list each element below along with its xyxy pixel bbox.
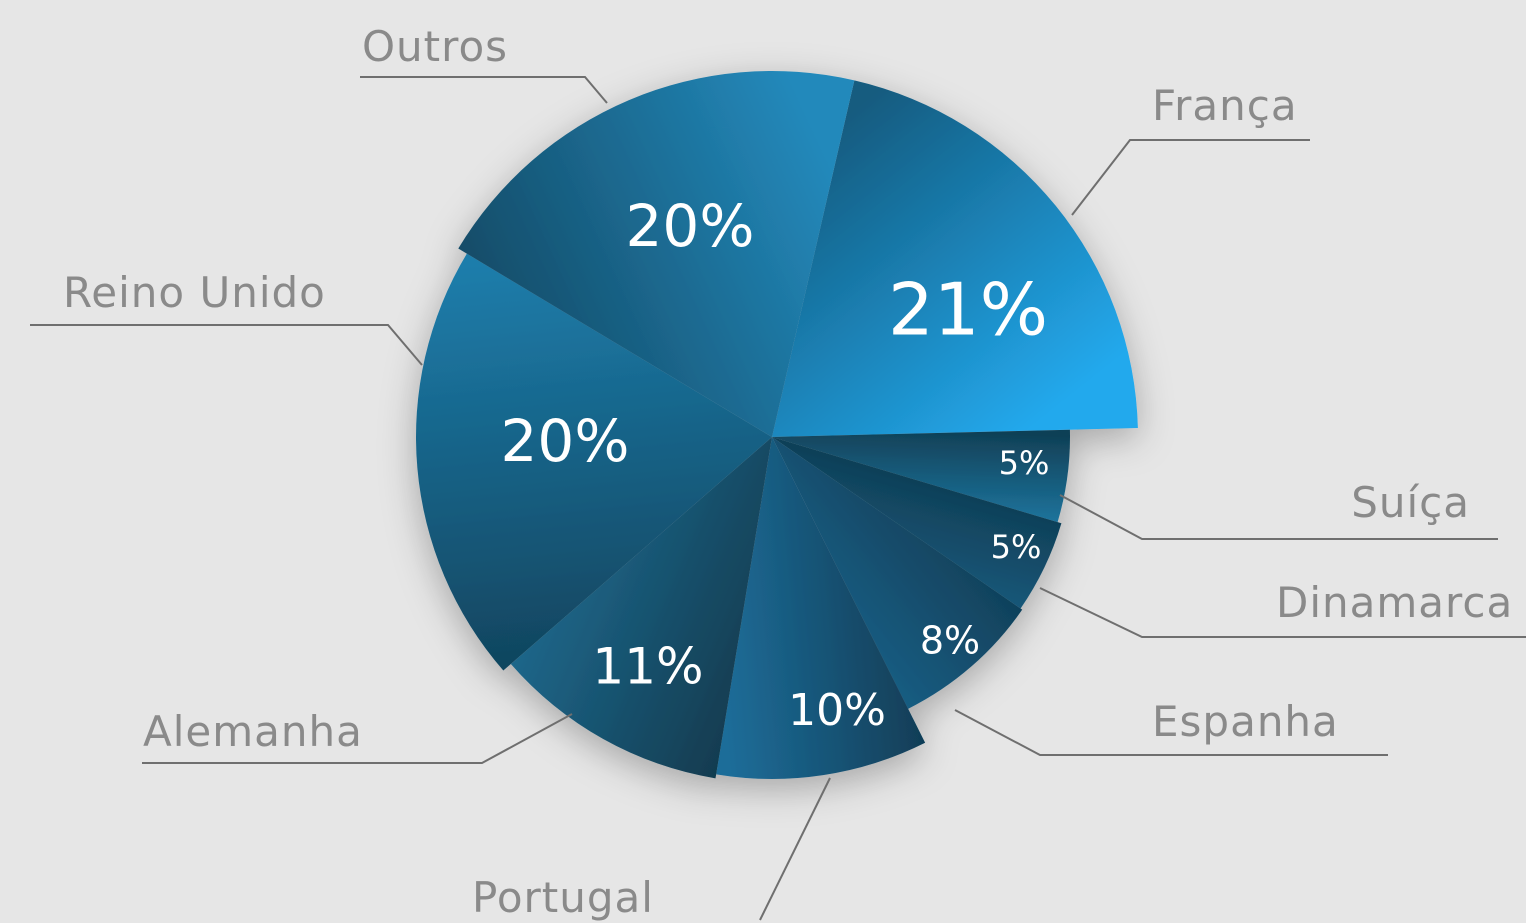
category-label: Suíça — [1351, 478, 1470, 527]
leader-line — [30, 324, 423, 366]
pie-slice — [716, 437, 926, 779]
pie-slice — [772, 437, 1023, 709]
pie-slice — [458, 70, 855, 437]
pie-slice — [416, 253, 772, 671]
pie-slice — [772, 80, 1138, 437]
pie-slice — [772, 437, 1062, 609]
leader-line — [1071, 139, 1310, 216]
leader-line — [954, 709, 1388, 756]
category-label: Dinamarca — [1276, 578, 1513, 627]
category-label: França — [1152, 81, 1298, 130]
value-label: 20% — [501, 407, 630, 475]
category-label: Portugal — [472, 873, 654, 922]
value-label: 11% — [592, 638, 703, 696]
pie-slice — [772, 429, 1070, 523]
category-label: Outros — [362, 22, 508, 71]
leader-line — [759, 777, 831, 921]
category-label: Alemanha — [143, 707, 363, 756]
value-label: 5% — [999, 444, 1050, 482]
leader-line — [360, 76, 608, 104]
pie-slice — [510, 437, 772, 779]
leader-line — [142, 713, 573, 764]
value-label: 8% — [920, 619, 980, 663]
value-label: 10% — [788, 685, 886, 736]
leader-line — [1039, 587, 1526, 638]
pie — [416, 70, 1138, 779]
leader-line — [1059, 494, 1498, 540]
value-label: 5% — [991, 528, 1042, 566]
value-label: 21% — [888, 268, 1048, 352]
category-label: Espanha — [1152, 697, 1339, 746]
category-label: Reino Unido — [63, 268, 326, 317]
value-label: 20% — [626, 192, 755, 260]
